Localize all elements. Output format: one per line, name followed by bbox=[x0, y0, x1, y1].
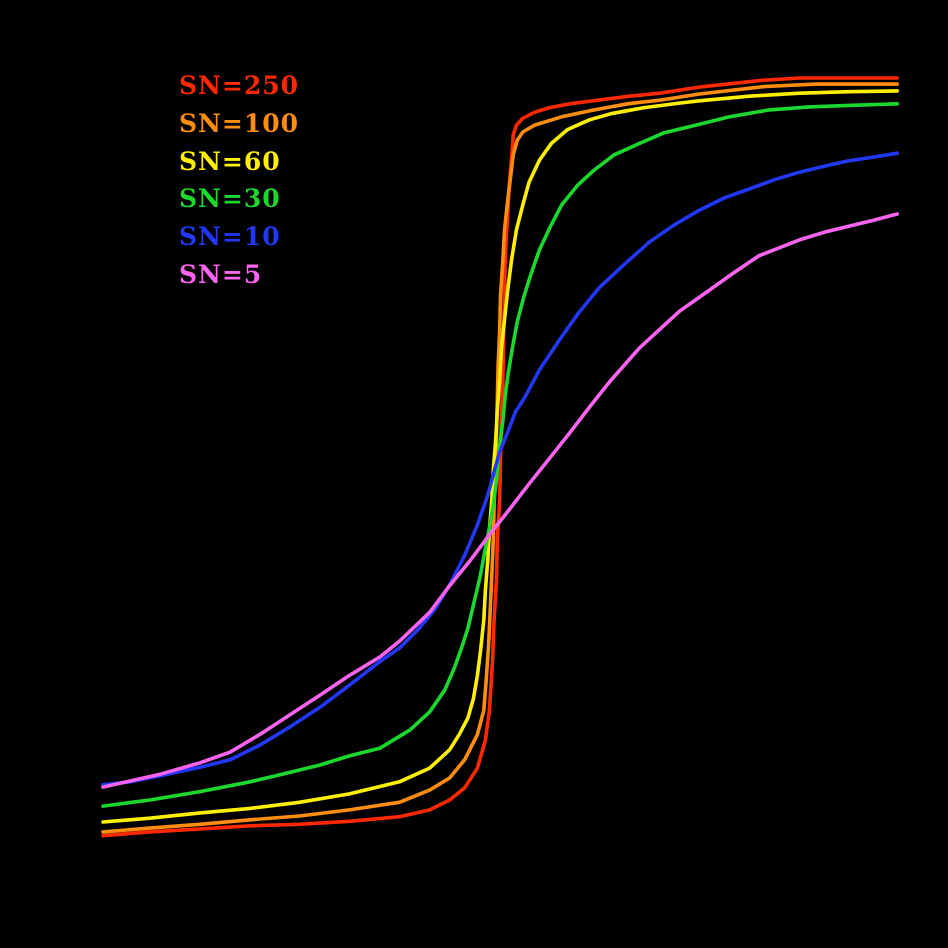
curve-SN=60 bbox=[101, 89, 900, 824]
curve-SN=250 bbox=[101, 76, 900, 838]
curve-SN=5 bbox=[101, 212, 900, 789]
curve-SN=10 bbox=[101, 151, 900, 787]
curve-SN=30 bbox=[101, 102, 900, 808]
